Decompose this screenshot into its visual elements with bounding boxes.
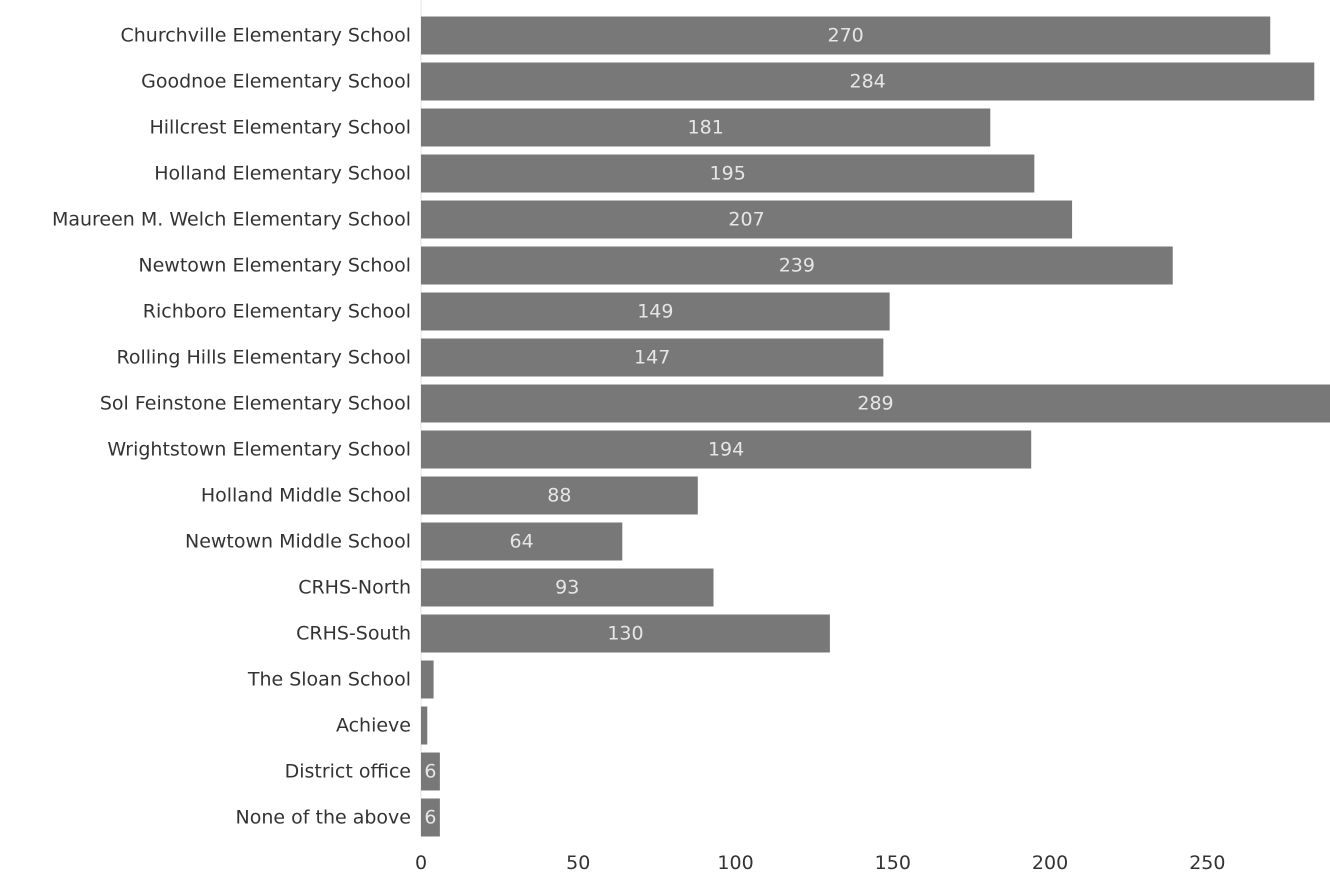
- value-label: 289: [857, 393, 893, 415]
- value-label: 93: [555, 577, 579, 599]
- category-label: Sol Feinstone Elementary School: [100, 393, 411, 415]
- bar: [421, 384, 1330, 423]
- category-label: Rolling Hills Elementary School: [117, 347, 412, 369]
- bar: [421, 706, 428, 745]
- category-label: The Sloan School: [247, 669, 411, 691]
- bar: [421, 246, 1173, 285]
- category-label: Goodnoe Elementary School: [141, 71, 411, 93]
- category-label: Wrightstown Elementary School: [107, 439, 411, 461]
- value-label: 239: [779, 255, 815, 277]
- value-label: 181: [688, 117, 724, 139]
- bar: [421, 154, 1035, 193]
- x-tick-label: 50: [566, 852, 590, 874]
- category-label: Newtown Middle School: [185, 531, 411, 553]
- bar: [421, 62, 1315, 101]
- x-tick-label: 200: [1032, 852, 1068, 874]
- value-label: 147: [634, 347, 670, 369]
- bar: [421, 108, 991, 147]
- value-label: 149: [637, 301, 673, 323]
- value-label: 194: [708, 439, 744, 461]
- value-label: 284: [850, 71, 886, 93]
- category-label: District office: [285, 761, 411, 783]
- bar: [421, 568, 714, 607]
- x-tick-label: 150: [875, 852, 911, 874]
- category-label-layer: Churchville Elementary School Goodnoe Ele…: [52, 25, 411, 829]
- value-label: 6: [424, 807, 436, 829]
- category-label: None of the above: [236, 807, 411, 829]
- category-label: Maureen M. Welch Elementary School: [52, 209, 411, 231]
- value-label: 130: [607, 623, 643, 645]
- value-label: 6: [424, 761, 436, 783]
- bar: [421, 798, 440, 837]
- bars-layer: [421, 16, 1330, 837]
- value-label: 195: [710, 163, 746, 185]
- category-label: Holland Middle School: [201, 485, 411, 507]
- category-label: CRHS-South: [296, 623, 411, 645]
- x-tick-label: 250: [1189, 852, 1225, 874]
- value-label: 270: [827, 25, 863, 47]
- category-label: Churchville Elementary School: [120, 25, 411, 47]
- x-tick-label: 100: [717, 852, 753, 874]
- bar: [421, 200, 1073, 239]
- bar: [421, 430, 1032, 469]
- bar: [421, 752, 440, 791]
- value-label: 207: [728, 209, 764, 231]
- bar: [421, 660, 434, 699]
- category-label: Hillcrest Elementary School: [149, 117, 411, 139]
- tick-label-layer: 0 50 100 150 200 250: [415, 852, 1226, 874]
- category-label: Newtown Elementary School: [138, 255, 411, 277]
- bar: [421, 614, 830, 653]
- value-label: 64: [510, 531, 534, 553]
- x-tick-label: 0: [415, 852, 427, 874]
- bar: [421, 476, 698, 515]
- value-label-layer: 270 284 181 195 207 239 149 147 289 194 88 64 93 130 6…: [424, 25, 893, 829]
- bar: [421, 16, 1271, 55]
- category-label: CRHS-North: [298, 577, 411, 599]
- bar: [421, 522, 623, 561]
- category-label: Holland Elementary School: [154, 163, 411, 185]
- bar: [421, 292, 890, 331]
- category-label: Achieve: [336, 715, 411, 737]
- bar: [421, 338, 884, 377]
- value-label: 88: [547, 485, 571, 507]
- category-label: Richboro Elementary School: [143, 301, 411, 323]
